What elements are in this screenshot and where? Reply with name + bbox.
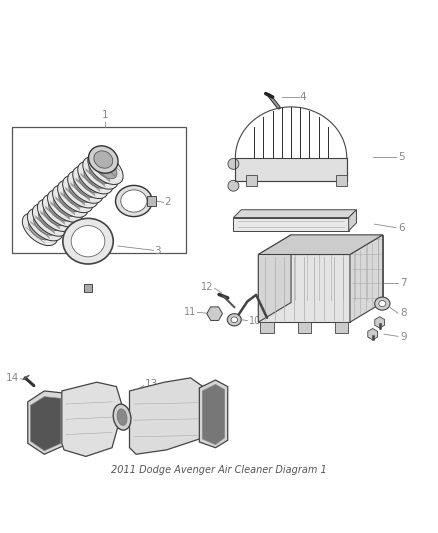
Ellipse shape <box>54 196 77 216</box>
Ellipse shape <box>69 181 92 203</box>
Ellipse shape <box>47 190 83 222</box>
Polygon shape <box>202 384 225 445</box>
Ellipse shape <box>84 167 107 188</box>
Bar <box>258 254 350 322</box>
Polygon shape <box>130 378 209 454</box>
Bar <box>147 196 156 206</box>
Ellipse shape <box>379 301 386 306</box>
Ellipse shape <box>63 219 113 264</box>
Bar <box>12 127 186 253</box>
Ellipse shape <box>71 225 105 257</box>
Ellipse shape <box>67 171 103 203</box>
Ellipse shape <box>27 208 63 241</box>
Ellipse shape <box>117 409 127 425</box>
Polygon shape <box>233 210 357 217</box>
Text: 14: 14 <box>6 373 19 383</box>
Ellipse shape <box>121 190 147 212</box>
Ellipse shape <box>42 195 78 227</box>
Bar <box>246 175 257 186</box>
Ellipse shape <box>37 199 73 231</box>
Ellipse shape <box>94 158 117 179</box>
Polygon shape <box>291 235 383 303</box>
Ellipse shape <box>64 186 87 207</box>
Bar <box>85 284 92 292</box>
Ellipse shape <box>53 185 88 217</box>
Ellipse shape <box>113 404 131 430</box>
Ellipse shape <box>231 317 237 322</box>
Ellipse shape <box>32 204 68 236</box>
Text: 10: 10 <box>249 316 261 326</box>
Ellipse shape <box>34 214 57 235</box>
Bar <box>233 217 349 231</box>
Text: 2011 Dodge Avenger Air Cleaner Diagram 1: 2011 Dodge Avenger Air Cleaner Diagram 1 <box>111 465 327 475</box>
Polygon shape <box>235 158 347 181</box>
Ellipse shape <box>39 209 62 230</box>
Ellipse shape <box>73 166 108 199</box>
Ellipse shape <box>28 219 52 240</box>
Polygon shape <box>258 235 383 254</box>
Ellipse shape <box>88 146 118 173</box>
Bar <box>261 322 274 333</box>
Bar <box>335 322 348 333</box>
Polygon shape <box>28 391 64 454</box>
Text: 9: 9 <box>400 332 407 342</box>
Text: 6: 6 <box>398 223 405 233</box>
Text: 13: 13 <box>145 379 158 390</box>
Polygon shape <box>258 235 291 322</box>
Ellipse shape <box>228 158 239 169</box>
Polygon shape <box>62 382 123 456</box>
Ellipse shape <box>94 151 113 168</box>
Ellipse shape <box>59 191 82 212</box>
Polygon shape <box>199 380 228 448</box>
Ellipse shape <box>116 185 152 216</box>
Ellipse shape <box>63 175 98 208</box>
Ellipse shape <box>74 176 97 198</box>
Ellipse shape <box>89 163 112 183</box>
Text: 4: 4 <box>300 92 307 102</box>
Text: 1: 1 <box>102 110 109 120</box>
Text: 11: 11 <box>184 308 196 317</box>
Bar <box>336 175 347 186</box>
Polygon shape <box>349 210 357 231</box>
Text: 3: 3 <box>154 246 161 256</box>
Ellipse shape <box>374 297 390 310</box>
Polygon shape <box>350 235 383 322</box>
Ellipse shape <box>22 213 58 246</box>
Ellipse shape <box>49 200 72 221</box>
Ellipse shape <box>57 180 93 213</box>
Ellipse shape <box>88 152 123 184</box>
Polygon shape <box>30 397 61 451</box>
Bar <box>297 322 311 333</box>
Ellipse shape <box>44 205 67 226</box>
Ellipse shape <box>228 180 239 191</box>
Text: 2: 2 <box>164 197 171 207</box>
Text: 7: 7 <box>400 278 407 288</box>
Text: 8: 8 <box>400 308 407 318</box>
Ellipse shape <box>79 172 102 193</box>
Ellipse shape <box>78 161 113 194</box>
Ellipse shape <box>83 157 118 189</box>
Text: 5: 5 <box>398 152 405 163</box>
Text: 12: 12 <box>201 282 214 292</box>
Ellipse shape <box>227 313 241 326</box>
